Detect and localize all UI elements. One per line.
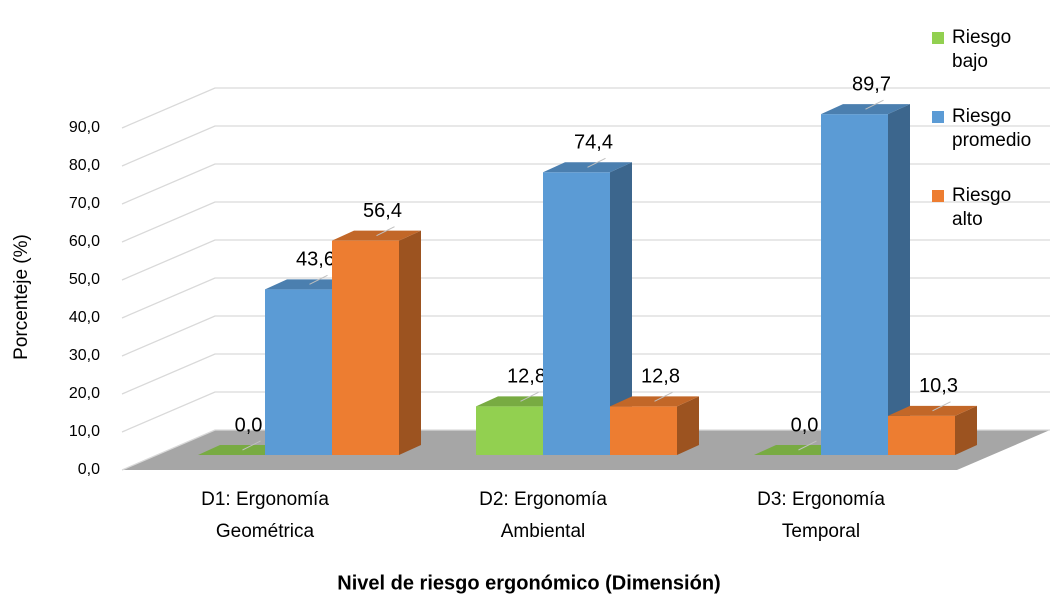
bar-side	[399, 230, 421, 455]
y-tick-label: 20,0	[69, 385, 100, 402]
grid-line	[121, 125, 1050, 167]
bar	[332, 240, 399, 455]
bar	[265, 289, 332, 455]
x-tick-label: D3: Ergonomía Temporal	[757, 489, 885, 542]
leader-line	[798, 440, 817, 451]
y-axis-title: Porcenteje (%)	[11, 234, 32, 360]
grid-line	[121, 315, 1050, 357]
y-tick-label: 90,0	[69, 119, 100, 136]
x-tick-label: D1: Ergonomía Geométrica	[201, 489, 329, 542]
bar	[543, 172, 610, 455]
value-label: 43,6	[296, 249, 335, 271]
grid-line	[121, 277, 1050, 319]
leader-line	[654, 391, 673, 402]
legend-label: Riesgo bajo	[952, 27, 1011, 72]
value-label: 12,8	[641, 366, 680, 388]
leader-line	[587, 157, 606, 168]
x-axis-title: Nivel de riesgo ergonómico (Dimensión)	[337, 572, 720, 594]
value-label: 10,3	[919, 375, 958, 397]
legend-label: Riesgo promedio	[952, 106, 1031, 151]
value-label: 89,7	[852, 73, 891, 95]
bar	[821, 114, 888, 455]
leader-line	[376, 226, 395, 237]
bar-side	[888, 104, 910, 455]
bar-side	[955, 405, 977, 455]
value-label: 12,8	[507, 366, 546, 388]
x-tick-label: D2: Ergonomía Ambiental	[479, 489, 607, 542]
leader-line	[520, 391, 539, 402]
value-label: 0,0	[791, 414, 819, 436]
bar	[476, 406, 543, 455]
legend-swatch	[932, 190, 944, 202]
y-tick-label: 50,0	[69, 271, 100, 288]
bar-side	[677, 396, 699, 455]
y-tick-label: 40,0	[69, 309, 100, 326]
legend-swatch	[932, 111, 944, 123]
grid-line	[121, 201, 1050, 243]
legend-label: Riesgo alto	[952, 185, 1011, 230]
bar-side	[610, 162, 632, 455]
leader-line	[309, 274, 328, 285]
grid-line	[121, 391, 1050, 433]
value-label: 56,4	[363, 200, 402, 222]
value-label: 0,0	[235, 414, 263, 436]
bar	[610, 406, 677, 455]
bar	[888, 415, 955, 455]
grid-line	[121, 353, 1050, 395]
grid-line	[121, 163, 1050, 205]
y-tick-label: 60,0	[69, 233, 100, 250]
value-label: 74,4	[574, 132, 613, 154]
leader-line	[242, 440, 261, 451]
leader-line	[932, 401, 951, 412]
y-tick-label: 30,0	[69, 347, 100, 364]
leader-line	[865, 99, 884, 110]
y-tick-label: 10,0	[69, 423, 100, 440]
y-tick-label: 0,0	[78, 461, 100, 478]
grid-line	[121, 239, 1050, 281]
legend-swatch	[932, 32, 944, 44]
y-tick-label: 80,0	[69, 157, 100, 174]
grid-line	[121, 429, 1050, 471]
y-tick-label: 70,0	[69, 195, 100, 212]
grid-line	[121, 87, 1050, 129]
